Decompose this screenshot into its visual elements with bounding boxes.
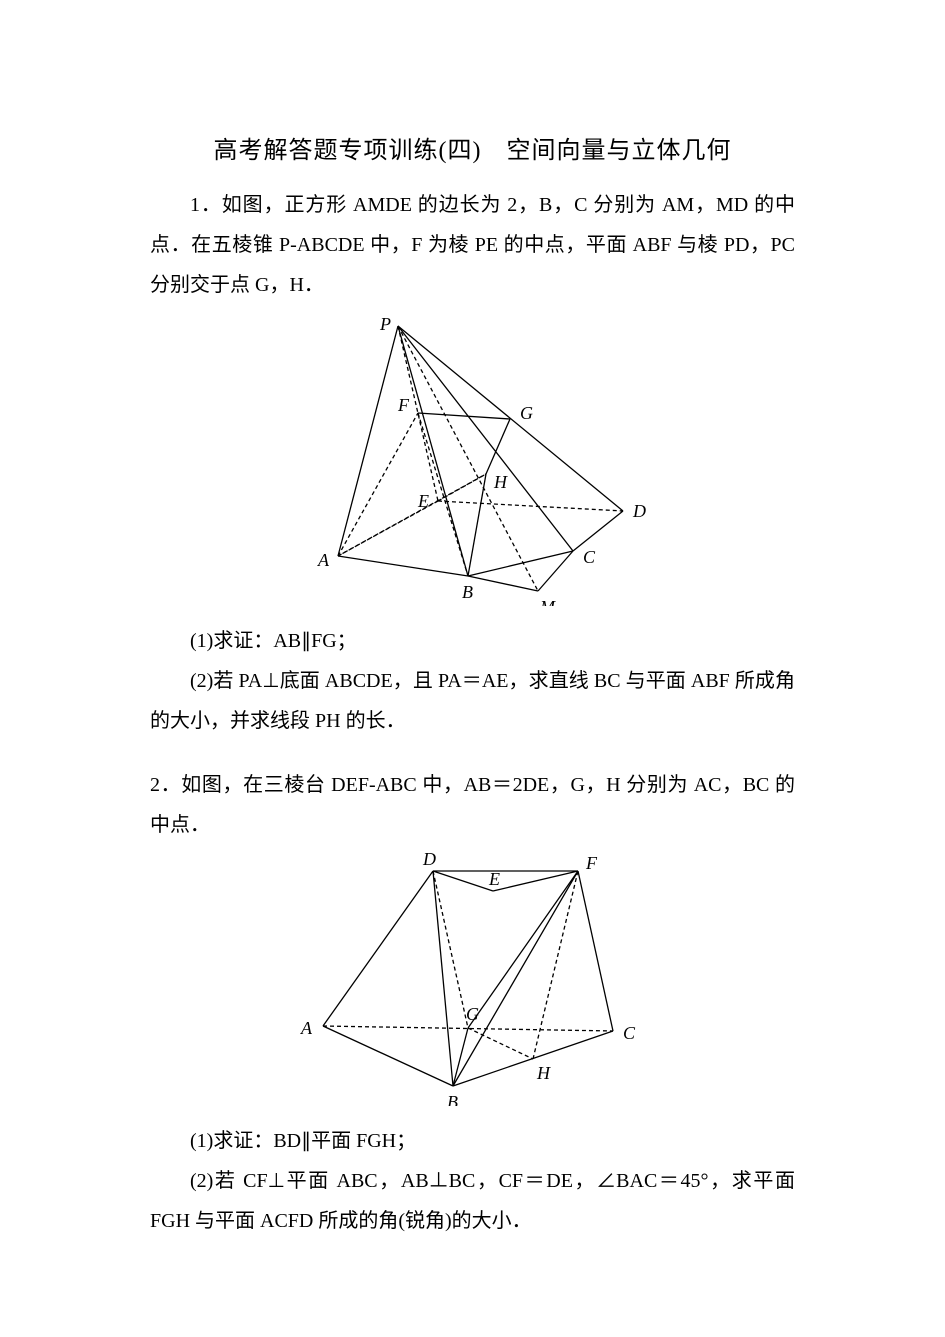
svg-text:B: B [462,582,473,602]
svg-text:F: F [585,853,598,873]
problem-2-figure: D E F A B C G H [150,851,795,1111]
svg-text:C: C [623,1023,636,1043]
figure-2-svg: D E F A B C G H [293,851,653,1106]
svg-text:F: F [397,395,410,415]
problem-1-figure: P E A B M C D F G H [150,311,795,611]
svg-text:E: E [488,869,500,889]
svg-text:P: P [379,314,391,334]
problem-2-para-1: 2．如图，在三棱台 DEF-ABC 中，AB＝2DE，G，H 分别为 AC，BC… [150,765,795,845]
svg-text:M: M [539,597,556,606]
problem-1-para-1: 1．如图，正方形 AMDE 的边长为 2，B，C 分别为 AM，MD 的中点．在… [150,185,795,305]
problem-2-sub-1: (1)求证：BD∥平面 FGH； [150,1121,795,1161]
spacer [150,741,795,765]
svg-text:D: D [422,851,436,869]
svg-text:A: A [317,550,330,570]
problem-2-sub-2: (2)若 CF⊥平面 ABC，AB⊥BC，CF＝DE，∠BAC＝45°，求平面 … [150,1161,795,1241]
problem-1-sub-1: (1)求证：AB∥FG； [150,621,795,661]
svg-text:B: B [447,1092,458,1106]
svg-text:G: G [520,403,533,423]
svg-text:G: G [466,1004,479,1024]
problem-1-sub-2: (2)若 PA⊥底面 ABCDE，且 PA＝AE，求直线 BC 与平面 ABF … [150,661,795,741]
svg-text:H: H [493,472,508,492]
svg-text:H: H [536,1063,551,1083]
figure-1-svg: P E A B M C D F G H [283,311,663,606]
svg-text:C: C [583,547,596,567]
svg-text:A: A [300,1018,313,1038]
svg-text:E: E [417,491,429,511]
document-page: 高考解答题专项训练(四) 空间向量与立体几何 1．如图，正方形 AMDE 的边长… [0,0,945,1337]
page-title: 高考解答题专项训练(四) 空间向量与立体几何 [150,130,795,165]
svg-text:D: D [632,501,646,521]
